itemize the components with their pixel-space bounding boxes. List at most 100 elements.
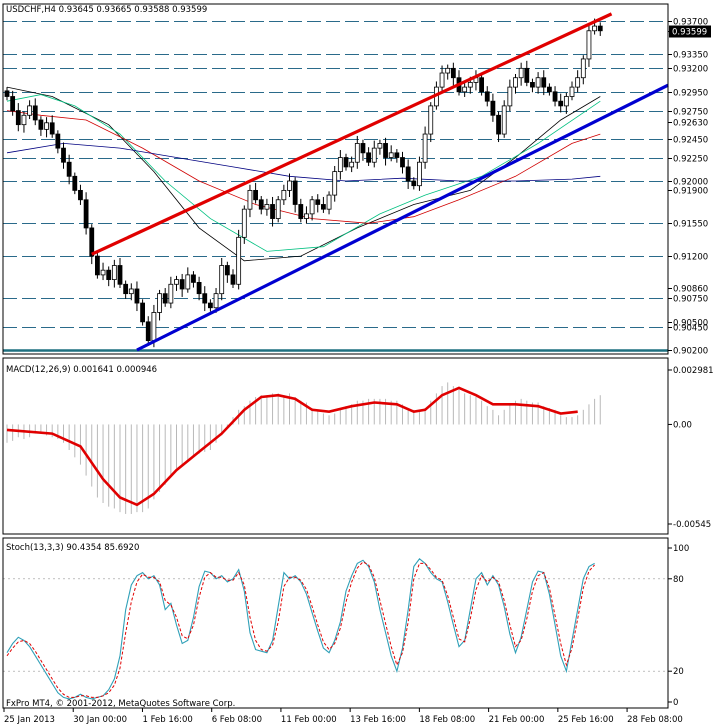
candle-body (140, 302, 146, 323)
candle-body (111, 265, 117, 280)
stochastic-panel: 100 80 20 0 (3, 544, 689, 708)
ma-navy-line (6, 142, 601, 182)
stoch-frame (2, 537, 669, 709)
time-tick-label: 6 Feb 08:00 (212, 715, 262, 725)
candle-body (467, 82, 473, 88)
price-tick-label: 0.90450 (673, 324, 708, 334)
candle-body (61, 147, 66, 163)
candle-body (151, 312, 157, 342)
candle-body (4, 90, 10, 97)
candle-body (264, 204, 270, 210)
candle-body (371, 147, 377, 163)
ma-green-line (6, 94, 601, 252)
current-price-label: 0.93599 (672, 28, 707, 38)
candle-body (592, 25, 597, 32)
candle-body (445, 67, 451, 74)
candle-body (417, 161, 422, 187)
candle-body (586, 30, 592, 60)
stoch-tick-label: 100 (673, 544, 689, 554)
price-tick-label: 0.93350 (673, 51, 708, 61)
candle-body (292, 180, 298, 205)
stoch-signal-line (6, 561, 595, 698)
candle-body (411, 180, 417, 187)
candle-body (315, 199, 321, 205)
time-tick-label: 25 Jan 2013 (4, 715, 55, 725)
price-tick-label: 0.93200 (673, 65, 708, 75)
candle-body (484, 91, 490, 102)
candle-body (479, 77, 485, 93)
candle-body (106, 269, 112, 280)
candle-body (535, 77, 541, 88)
macd-panel: 0.002981 0.00 -0.00545 (6, 366, 713, 530)
price-tick-label: 0.90860 (673, 285, 708, 295)
candle-body (349, 161, 355, 168)
candle-body (275, 199, 281, 219)
price-tick-label: 0.92250 (673, 155, 708, 165)
candle-body (213, 293, 219, 309)
candle-body (38, 119, 44, 130)
price-tick-label: 0.92750 (673, 108, 708, 118)
candle-body (95, 255, 100, 276)
stoch-header: Stoch(13,3,3) 90.4354 85.6920 (6, 543, 139, 553)
macd-header: MACD(12,26,9) 0.001641 0.000946 (6, 365, 157, 375)
price-tick-label: 0.92950 (673, 89, 708, 99)
candle-body (597, 25, 603, 32)
candle-body (55, 133, 61, 149)
candle-body (72, 175, 78, 191)
candle-body (530, 82, 535, 88)
candle-body (49, 122, 55, 135)
candle-body (179, 279, 185, 290)
candle-body (343, 157, 349, 168)
candle-body (377, 143, 383, 149)
candle-body (236, 236, 242, 285)
candle-body (366, 152, 372, 163)
candle-body (78, 189, 83, 201)
candle-body (89, 227, 95, 257)
time-tick-label: 21 Feb 00:00 (489, 715, 545, 725)
macd-tick-label: 0.00 (673, 420, 692, 430)
candle-body (10, 96, 16, 111)
price-tick-label: 0.92630 (673, 119, 708, 129)
candle-body (83, 199, 89, 229)
candle-body (174, 279, 179, 285)
candle-body (496, 114, 501, 135)
macd-tick-label: -0.00545 (673, 520, 711, 530)
candle-body (422, 133, 428, 163)
time-tick-label: 1 Feb 16:00 (142, 715, 192, 725)
lower-channel-line (136, 83, 669, 352)
candle-body (27, 105, 33, 116)
candle-body (563, 96, 569, 107)
time-tick-label: 28 Feb 08:00 (627, 715, 683, 725)
upper-channel-line (91, 12, 613, 256)
price-tick-label: 0.90750 (673, 295, 708, 305)
candle-body (162, 293, 168, 304)
candle-body (128, 288, 134, 295)
candle-body (388, 152, 394, 158)
candle-body (513, 77, 518, 88)
candle-body (44, 122, 49, 130)
candle-body (400, 157, 405, 168)
price-frame (2, 3, 669, 355)
candle-body (247, 189, 253, 210)
stoch-tick-label: 80 (673, 575, 684, 585)
candle-body (326, 194, 332, 210)
candle-body (558, 100, 564, 107)
candle-body (207, 302, 213, 309)
candle-body (354, 143, 360, 163)
time-tick-label: 18 Feb 08:00 (419, 715, 475, 725)
macd-tick-label: 0.002981 (673, 366, 713, 376)
candle-body (241, 208, 247, 238)
candle-body (547, 86, 552, 93)
candle-body (100, 269, 106, 276)
price-tick-label: 0.90200 (673, 347, 708, 357)
candle-body (287, 180, 292, 191)
candle-body (332, 171, 338, 196)
stoch-main-line (6, 558, 595, 700)
current-price-box (669, 25, 711, 38)
candle-body (123, 283, 129, 295)
time-tick-label: 11 Feb 00:00 (281, 715, 337, 725)
candle-body (569, 86, 575, 97)
candle-body (490, 100, 496, 116)
time-tick-label: 30 Jan 00:00 (73, 715, 127, 725)
